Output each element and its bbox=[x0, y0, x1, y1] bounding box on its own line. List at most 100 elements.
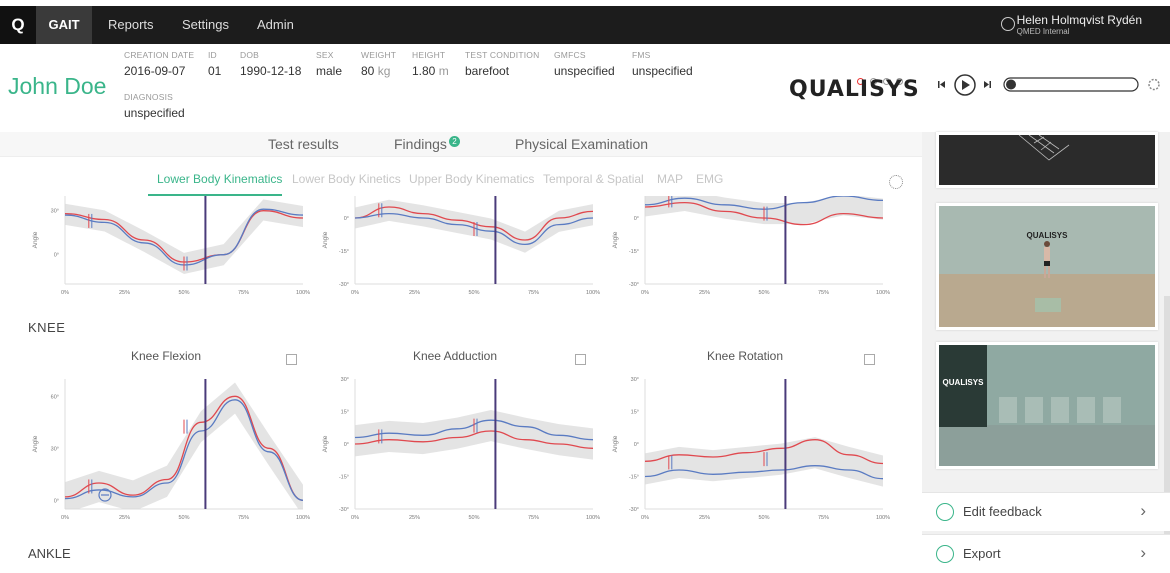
video-thumbnail-2[interactable]: QUALISYS bbox=[936, 203, 1158, 330]
y-tick-label: 30° bbox=[51, 446, 59, 452]
chart-4: 30° 15° 0° -15° -30°0% 25% 50% 75% 100% Angle bbox=[322, 377, 600, 521]
field-sex: SEX male bbox=[316, 50, 343, 78]
user-name: Helen Holmqvist Rydén bbox=[1016, 13, 1142, 27]
x-tick-label: 0% bbox=[641, 290, 649, 296]
x-tick-label: 75% bbox=[528, 290, 539, 296]
field-dob: DOB 1990-12-18 bbox=[240, 50, 302, 78]
subtab-map[interactable]: MAP bbox=[657, 172, 684, 186]
y-axis-label: Angle bbox=[32, 231, 39, 248]
video-brand-label: QUALISYS bbox=[943, 378, 985, 387]
x-tick-label: 25% bbox=[409, 290, 420, 296]
y-tick-label: 30° bbox=[631, 377, 639, 383]
chevron-right-icon: › bbox=[1140, 501, 1146, 520]
user-org: QMED Internal bbox=[1016, 27, 1070, 36]
series-line-0 bbox=[355, 430, 593, 449]
x-tick-label: 100% bbox=[586, 290, 600, 296]
subtab-lower-body-kinetics[interactable]: Lower Body Kinetics bbox=[292, 172, 401, 186]
user-info[interactable]: Helen Holmqvist Rydén QMED Internal bbox=[1017, 13, 1142, 36]
x-tick-label: 50% bbox=[178, 515, 189, 521]
active-tab-underline bbox=[148, 194, 282, 196]
chart-1: 0° -15° -30°0% 25% 50% 75% 100% Angle bbox=[322, 196, 600, 296]
y-tick-label: 30° bbox=[341, 377, 349, 383]
subtab-lower-body-kinematics[interactable]: Lower Body Kinematics bbox=[157, 172, 283, 186]
export-icon bbox=[936, 545, 954, 563]
tab-settings[interactable]: Settings bbox=[182, 17, 229, 32]
qualisys-logo-icon[interactable]: Q bbox=[0, 6, 36, 44]
field-id: ID 01 bbox=[208, 50, 222, 78]
field-gmfcs: GMFCS unspecified bbox=[554, 50, 615, 78]
series-line-0 bbox=[645, 439, 883, 465]
main-tabs: Test results Findings 2 Physical Examinat… bbox=[0, 132, 922, 157]
y-tick-label: 15° bbox=[631, 410, 639, 416]
x-tick-label: 0% bbox=[351, 515, 359, 521]
player-settings-icon[interactable] bbox=[1148, 78, 1160, 91]
subtab-upper-body-kinematics[interactable]: Upper Body Kinematics bbox=[409, 172, 535, 186]
tab-reports[interactable]: Reports bbox=[108, 17, 154, 32]
patient-name: John Doe bbox=[8, 73, 107, 99]
series-line-0 bbox=[65, 395, 303, 501]
expand-chart-icon[interactable] bbox=[864, 354, 875, 365]
chart-title-knee-rotation: Knee Rotation bbox=[706, 349, 784, 363]
tab-physical-examination[interactable]: Physical Examination bbox=[515, 136, 649, 152]
x-tick-label: 50% bbox=[758, 290, 769, 296]
expand-chart-icon[interactable] bbox=[286, 354, 297, 365]
qualisys-brand: QUALISYS bbox=[789, 77, 920, 102]
x-tick-label: 25% bbox=[409, 515, 420, 521]
x-tick-label: 75% bbox=[238, 290, 249, 296]
normative-band bbox=[65, 382, 303, 509]
y-tick-label: 60° bbox=[51, 394, 59, 400]
field-fms: FMS unspecified bbox=[632, 50, 693, 78]
y-tick-label: 0° bbox=[344, 216, 349, 222]
y-tick-label: -15° bbox=[339, 475, 349, 481]
edit-icon bbox=[936, 503, 954, 521]
remove-event-icon[interactable] bbox=[98, 488, 112, 502]
expand-chart-icon[interactable] bbox=[575, 354, 586, 365]
video-thumbnail-1[interactable] bbox=[936, 132, 1158, 188]
field-weight: WEIGHT 80 kg bbox=[361, 50, 397, 78]
tab-test-results[interactable]: Test results bbox=[268, 136, 339, 152]
y-axis-label: Angle bbox=[32, 435, 39, 452]
findings-count-badge: 2 bbox=[448, 136, 460, 147]
y-axis-label: Angle bbox=[612, 435, 619, 452]
chevron-right-icon: › bbox=[1140, 543, 1146, 562]
sidebar-scrollbar[interactable] bbox=[1164, 296, 1170, 554]
skip-back-icon[interactable] bbox=[938, 81, 945, 88]
x-tick-label: 25% bbox=[119, 290, 130, 296]
x-tick-label: 100% bbox=[586, 515, 600, 521]
y-tick-label: 15° bbox=[341, 410, 349, 416]
y-tick-label: 0° bbox=[634, 216, 639, 222]
x-tick-label: 0% bbox=[61, 515, 69, 521]
field-height: HEIGHT 1.80 m bbox=[412, 50, 449, 78]
field-creation-date: CREATION DATE 2016-09-07 bbox=[124, 50, 195, 78]
y-tick-label: -30° bbox=[339, 507, 349, 513]
y-axis-label: Angle bbox=[612, 231, 619, 248]
y-axis-label: Angle bbox=[322, 231, 329, 248]
user-icon[interactable] bbox=[1001, 17, 1015, 31]
series-line-1 bbox=[65, 399, 303, 501]
x-tick-label: 75% bbox=[528, 515, 539, 521]
x-tick-label: 75% bbox=[818, 515, 829, 521]
y-tick-label: -15° bbox=[339, 249, 349, 255]
x-tick-label: 0% bbox=[351, 290, 359, 296]
tab-admin[interactable]: Admin bbox=[257, 17, 294, 32]
qualisys-dots-icon bbox=[857, 72, 909, 90]
timeline-slider[interactable] bbox=[1003, 77, 1139, 92]
y-tick-label: -30° bbox=[629, 507, 639, 513]
subtab-temporal-spatial[interactable]: Temporal & Spatial bbox=[543, 172, 644, 186]
tab-findings[interactable]: Findings 2 bbox=[394, 136, 460, 152]
tab-gait[interactable]: GAIT bbox=[36, 6, 92, 44]
y-tick-label: -30° bbox=[629, 282, 639, 288]
subtab-emg[interactable]: EMG bbox=[696, 172, 724, 186]
edit-feedback-button[interactable]: Edit feedback › bbox=[922, 492, 1170, 531]
play-icon[interactable] bbox=[954, 74, 976, 96]
top-nav: Q GAIT Reports Settings Admin Helen Holm… bbox=[0, 6, 1170, 44]
x-tick-label: 75% bbox=[238, 515, 249, 521]
x-tick-label: 25% bbox=[119, 515, 130, 521]
y-axis-label: Angle bbox=[322, 435, 329, 452]
video-thumbnail-3[interactable]: QUALISYS bbox=[936, 342, 1158, 469]
y-tick-label: 30° bbox=[51, 209, 59, 215]
y-tick-label: -30° bbox=[339, 282, 349, 288]
skip-forward-icon[interactable] bbox=[984, 81, 991, 88]
chart-settings-icon[interactable] bbox=[889, 175, 903, 189]
